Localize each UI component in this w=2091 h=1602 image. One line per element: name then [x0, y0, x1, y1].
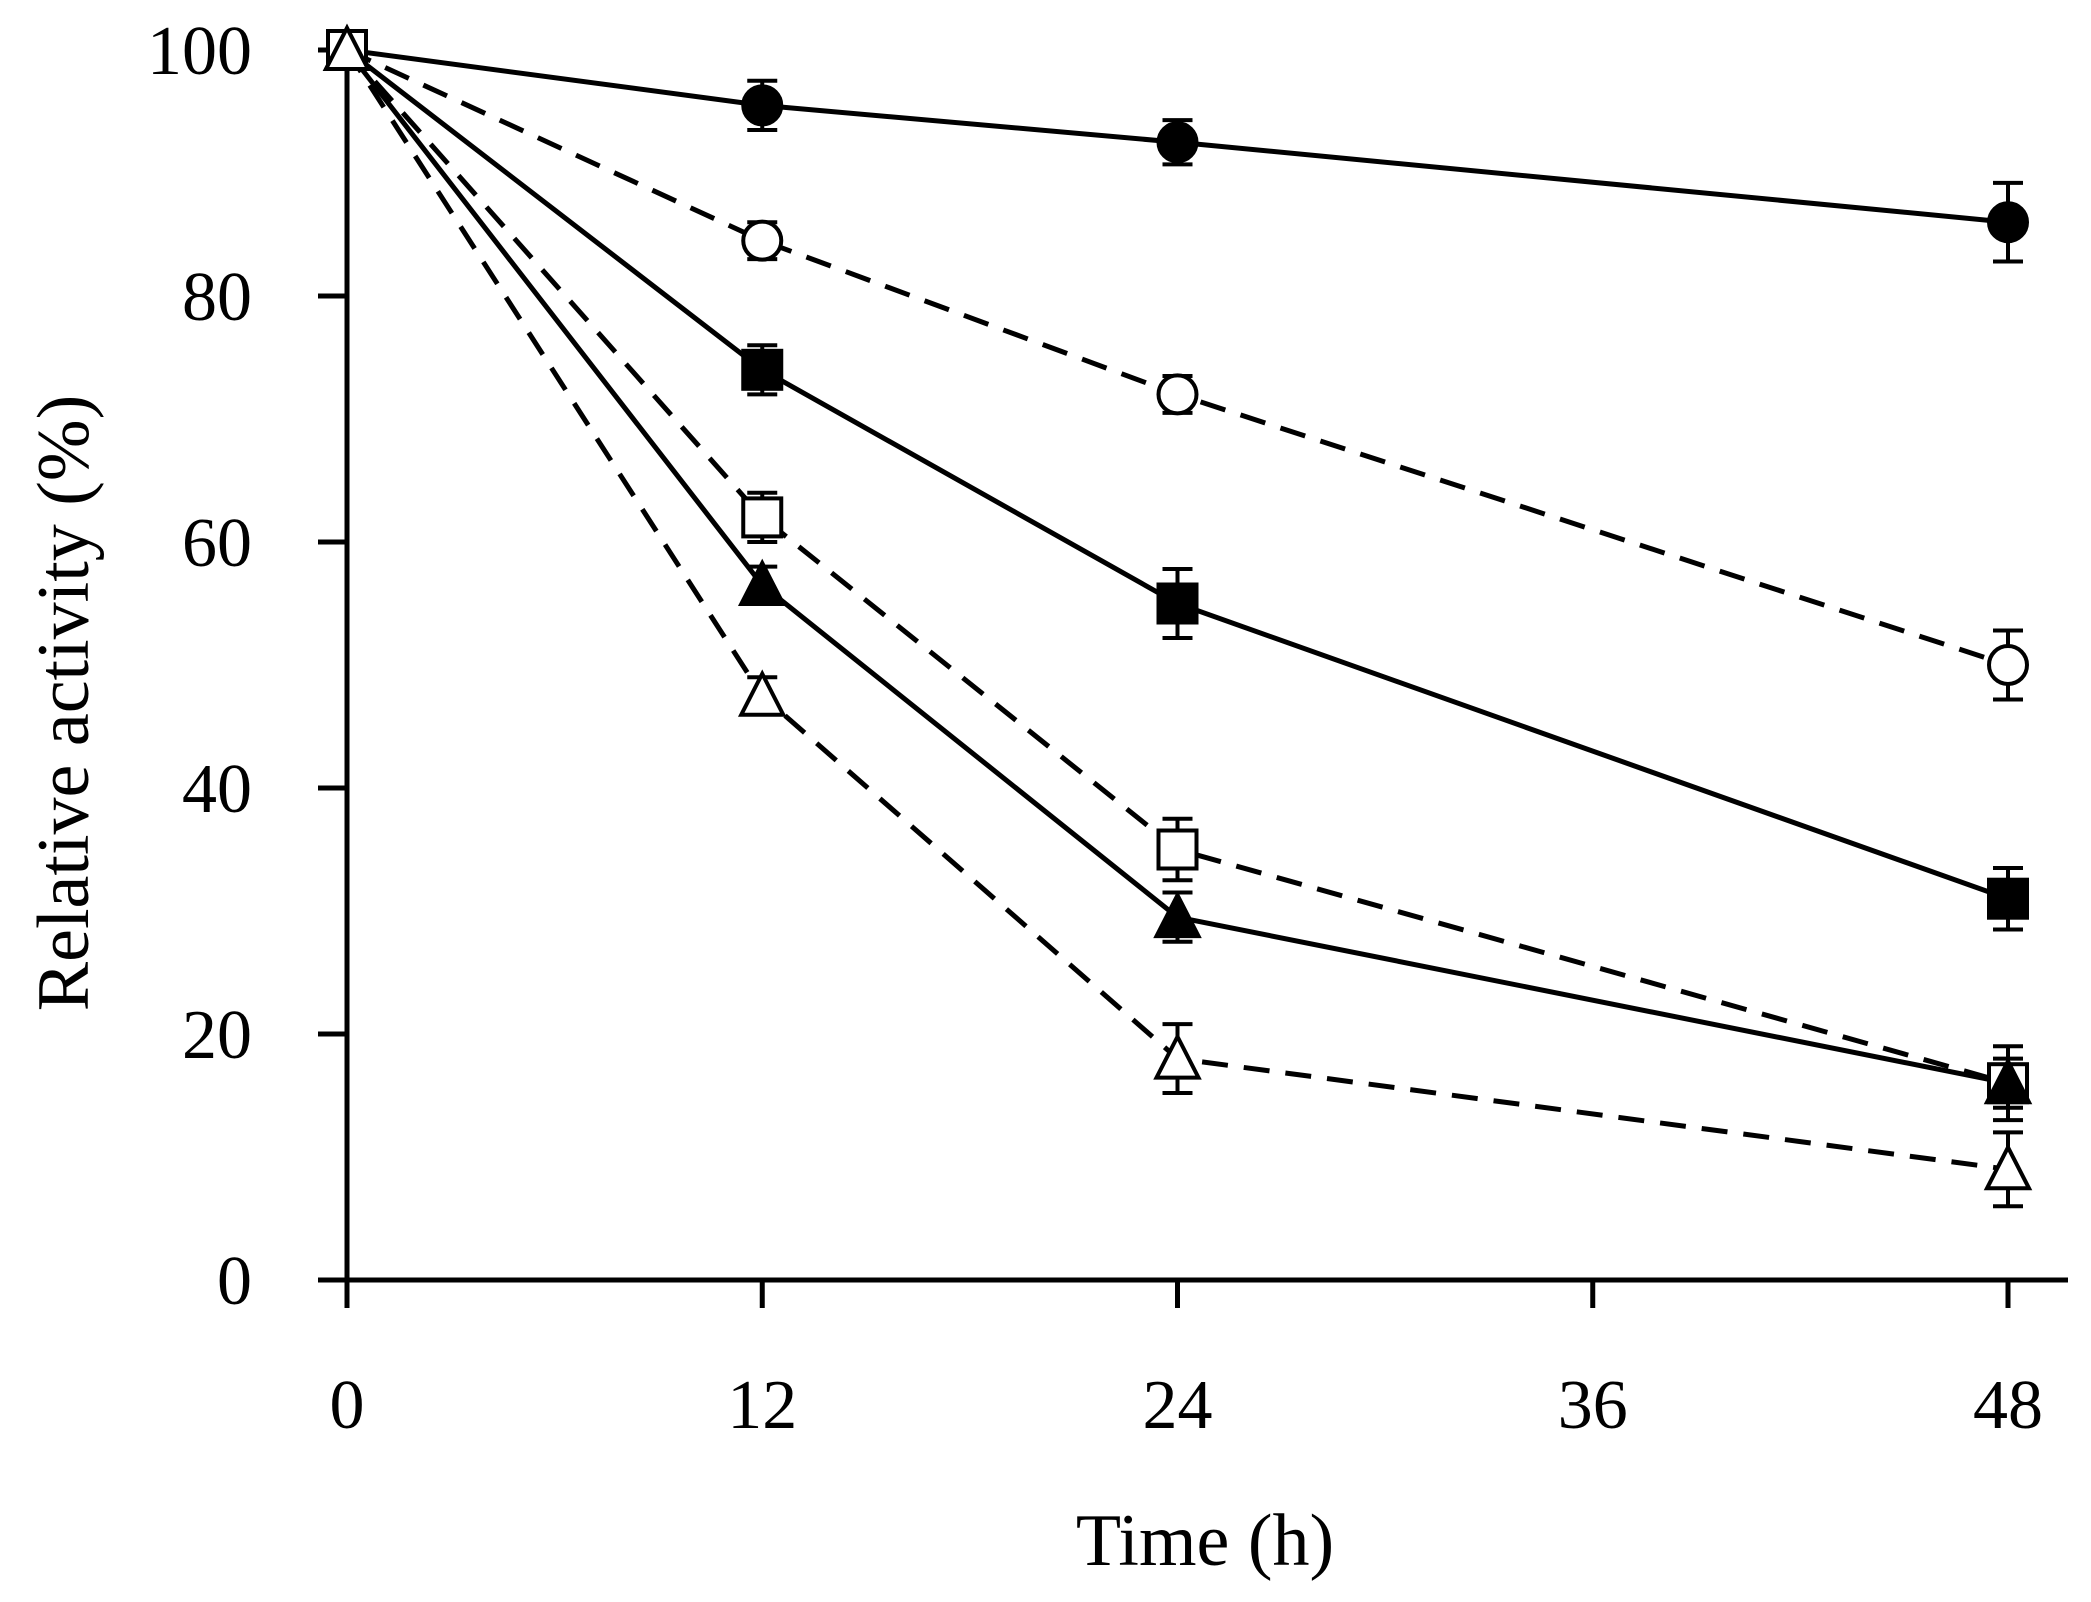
x-tick-label: 48 [1973, 1367, 2043, 1444]
x-tick-label: 0 [330, 1367, 365, 1444]
series-5-point [737, 558, 787, 607]
y-tick-label: 60 [182, 505, 252, 582]
y-tick-label: 40 [182, 751, 252, 828]
series-2-point [1156, 373, 1199, 416]
series-4-line [345, 48, 2009, 1086]
y-axis-label: Relative activity (%) [23, 395, 105, 1011]
series-2-point [1987, 644, 2029, 686]
series-1-line [346, 47, 2009, 225]
series-6-point [322, 23, 372, 71]
series-6-line [344, 48, 2009, 1172]
series-2-point [741, 219, 784, 262]
series-1-point [1156, 121, 1199, 164]
x-tick-label: 24 [1143, 1367, 1213, 1444]
y-tick-label: 100 [147, 13, 252, 90]
series-6-point [1983, 1142, 2033, 1191]
x-tick-label: 12 [727, 1367, 797, 1444]
ticks: 0 12 24 36 48 0 20 40 60 80 100 [147, 13, 2043, 1444]
series-layer [322, 23, 2033, 1209]
series-3-point [1156, 582, 1199, 625]
series-3-point [1987, 877, 2029, 920]
series-5-point [1983, 1056, 2033, 1105]
y-tick-label: 80 [182, 259, 252, 336]
series-1-point [741, 84, 784, 127]
x-axis-label: Time (h) [1076, 1500, 1334, 1582]
axes [318, 45, 2068, 1283]
series-2-line [345, 47, 2009, 668]
series-5-line [345, 48, 2009, 1086]
series-6-point [737, 669, 787, 717]
series-4-point [741, 496, 784, 539]
series-1-point [1987, 201, 2029, 244]
series-3-line [345, 48, 2009, 902]
series-3-point [741, 348, 784, 391]
y-tick-label: 0 [217, 1243, 252, 1320]
y-tick-label: 20 [182, 997, 252, 1074]
x-tick-label: 36 [1558, 1367, 1628, 1444]
series-4-point [1156, 828, 1199, 871]
series-6-point [1153, 1032, 1202, 1080]
series-5-point [1153, 890, 1202, 939]
